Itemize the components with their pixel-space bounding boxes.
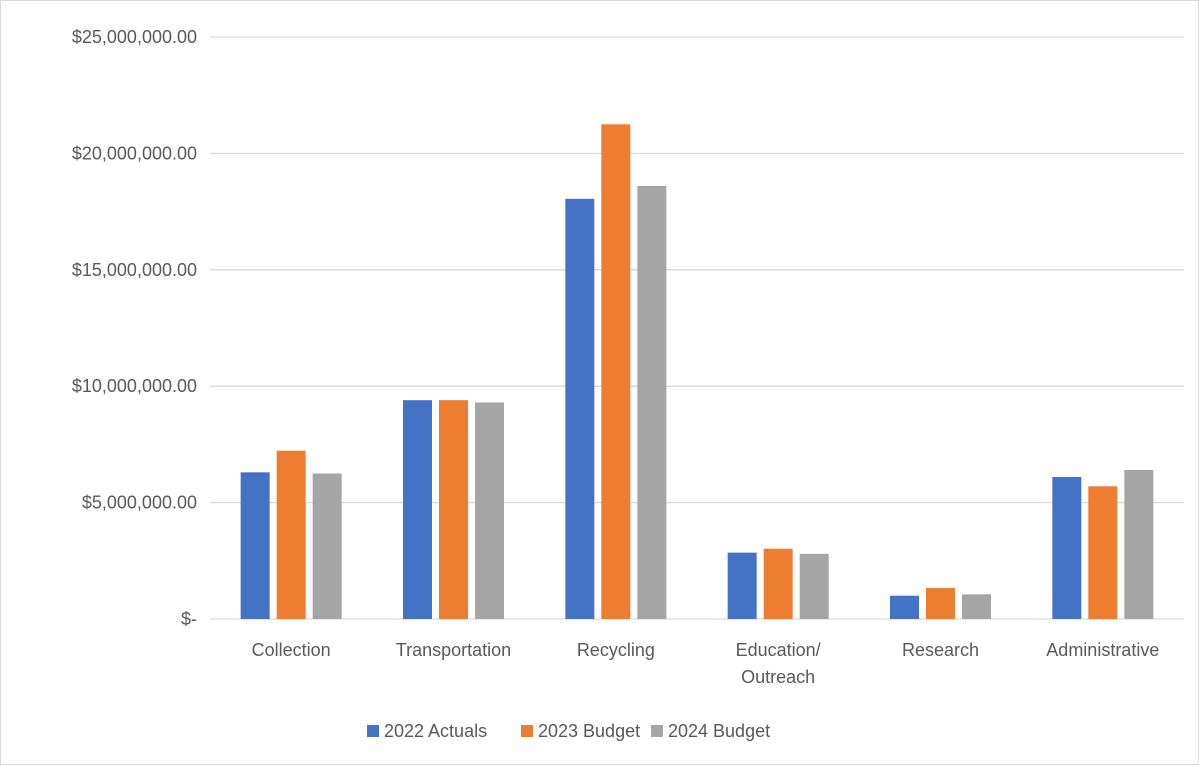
y-axis-tick-labels: $- $5,000,000.00 $10,000,000.00 $15,000,000… [72,27,197,629]
y-tick-label: $- [181,609,197,629]
legend-label: 2022 Actuals [384,721,487,741]
bar [637,185,667,619]
y-tick-label: $10,000,000.00 [72,376,197,396]
bar [727,552,757,619]
category-label: Recycling [577,640,655,660]
category-label: Education/ [736,640,821,660]
bar [312,473,342,619]
bar [601,124,631,620]
bar [1052,476,1082,619]
legend-label: 2023 Budget [538,721,640,741]
y-tick-label: $15,000,000.00 [72,260,197,280]
bar [926,588,955,619]
bar [962,594,991,619]
category-label: Outreach [741,667,815,687]
legend-swatch [521,725,533,737]
legend-swatch [651,725,663,737]
bar [475,402,504,619]
legend-swatch [367,725,379,737]
bar [240,472,270,619]
bar [890,595,919,619]
legend-label: 2024 Budget [668,721,770,741]
bar [439,400,468,619]
gridlines [210,36,1184,620]
category-label: Research [902,640,979,660]
bar [403,400,432,619]
category-label: Collection [252,640,331,660]
bars [240,124,1154,620]
legend: 2022 Actuals 2023 Budget 2024 Budget [367,721,770,741]
y-tick-label: $5,000,000.00 [82,493,197,513]
y-tick-label: $20,000,000.00 [72,143,197,163]
bar [565,198,595,619]
bar [763,548,793,619]
bar [1088,486,1118,619]
category-label: Administrative [1046,640,1159,660]
bar [1124,470,1154,619]
bar [276,450,306,619]
bar [799,553,829,619]
category-label: Transportation [396,640,511,660]
y-tick-label: $25,000,000.00 [72,27,197,47]
x-axis-category-labels: Collection Transportation Recycling Educati… [252,640,1160,687]
